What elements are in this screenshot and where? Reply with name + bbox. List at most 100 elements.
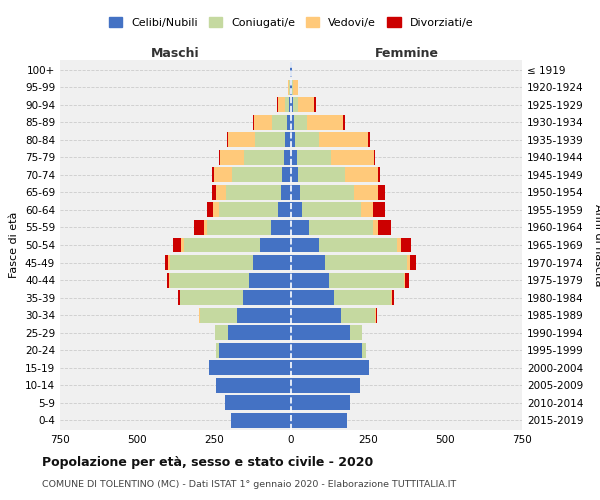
Text: Popolazione per età, sesso e stato civile - 2020: Popolazione per età, sesso e stato civil… — [42, 456, 373, 469]
Bar — [291, 62, 292, 77]
Bar — [237, 308, 291, 322]
Bar — [226, 185, 281, 200]
Bar — [405, 272, 409, 287]
Bar — [231, 413, 291, 428]
Bar — [181, 238, 184, 252]
Bar — [373, 202, 385, 218]
Bar — [212, 185, 217, 200]
Bar — [361, 202, 373, 218]
Bar — [291, 115, 294, 130]
Bar — [295, 132, 319, 147]
Bar — [227, 132, 228, 147]
Bar — [206, 202, 214, 218]
Bar — [178, 290, 179, 305]
Bar — [170, 255, 253, 270]
Bar — [291, 360, 368, 375]
Bar — [291, 150, 296, 165]
Bar — [220, 150, 244, 165]
Bar — [215, 343, 218, 357]
Bar — [291, 255, 325, 270]
Bar — [286, 132, 291, 147]
Bar — [391, 290, 392, 305]
Bar — [288, 80, 289, 94]
Bar — [292, 80, 293, 94]
Y-axis label: Fasce di età: Fasce di età — [10, 212, 19, 278]
Bar — [373, 220, 379, 235]
Bar — [378, 168, 380, 182]
Y-axis label: Anni di nascita: Anni di nascita — [593, 204, 600, 286]
Bar — [291, 308, 341, 322]
Bar — [281, 185, 291, 200]
Bar — [180, 290, 243, 305]
Bar — [299, 185, 355, 200]
Bar — [397, 238, 401, 252]
Bar — [167, 272, 169, 287]
Bar — [260, 238, 291, 252]
Bar — [298, 168, 344, 182]
Bar — [290, 62, 291, 77]
Bar — [291, 378, 360, 392]
Bar — [214, 202, 219, 218]
Bar — [215, 325, 228, 340]
Bar — [291, 238, 319, 252]
Bar — [228, 132, 255, 147]
Bar — [244, 150, 284, 165]
Bar — [291, 272, 329, 287]
Bar — [209, 360, 291, 375]
Bar — [293, 98, 298, 112]
Bar — [272, 115, 287, 130]
Bar — [278, 98, 284, 112]
Bar — [207, 220, 271, 235]
Bar — [374, 150, 375, 165]
Legend: Celibi/Nubili, Coniugati/e, Vedovi/e, Divorziati/e: Celibi/Nubili, Coniugati/e, Vedovi/e, Di… — [109, 18, 473, 28]
Bar — [277, 98, 278, 112]
Text: Femmine: Femmine — [374, 47, 439, 60]
Bar — [291, 290, 334, 305]
Bar — [291, 185, 299, 200]
Bar — [410, 255, 416, 270]
Bar — [392, 290, 394, 305]
Bar — [379, 220, 391, 235]
Bar — [319, 132, 368, 147]
Bar — [291, 80, 292, 94]
Bar — [379, 185, 385, 200]
Bar — [225, 396, 291, 410]
Bar — [214, 168, 232, 182]
Bar — [404, 272, 405, 287]
Bar — [219, 202, 278, 218]
Bar — [319, 238, 397, 252]
Bar — [407, 255, 410, 270]
Bar — [253, 115, 254, 130]
Bar — [291, 396, 350, 410]
Bar — [302, 202, 361, 218]
Bar — [169, 272, 170, 287]
Bar — [289, 80, 290, 94]
Bar — [204, 220, 207, 235]
Bar — [291, 220, 309, 235]
Bar — [350, 325, 362, 340]
Bar — [170, 272, 250, 287]
Bar — [293, 80, 298, 94]
Bar — [368, 360, 369, 375]
Text: COMUNE DI TOLENTINO (MC) - Dati ISTAT 1° gennaio 2020 - Elaborazione TUTTITALIA.: COMUNE DI TOLENTINO (MC) - Dati ISTAT 1°… — [42, 480, 456, 489]
Bar — [355, 185, 379, 200]
Bar — [291, 202, 302, 218]
Bar — [255, 132, 286, 147]
Bar — [284, 98, 289, 112]
Bar — [215, 378, 291, 392]
Bar — [307, 115, 343, 130]
Bar — [362, 343, 365, 357]
Bar — [253, 255, 291, 270]
Bar — [169, 255, 170, 270]
Bar — [376, 308, 377, 322]
Bar — [232, 168, 282, 182]
Bar — [298, 98, 314, 112]
Bar — [344, 168, 378, 182]
Bar — [289, 98, 291, 112]
Text: Maschi: Maschi — [151, 47, 200, 60]
Bar — [325, 255, 407, 270]
Bar — [250, 272, 291, 287]
Bar — [291, 413, 347, 428]
Bar — [401, 238, 412, 252]
Bar — [243, 290, 291, 305]
